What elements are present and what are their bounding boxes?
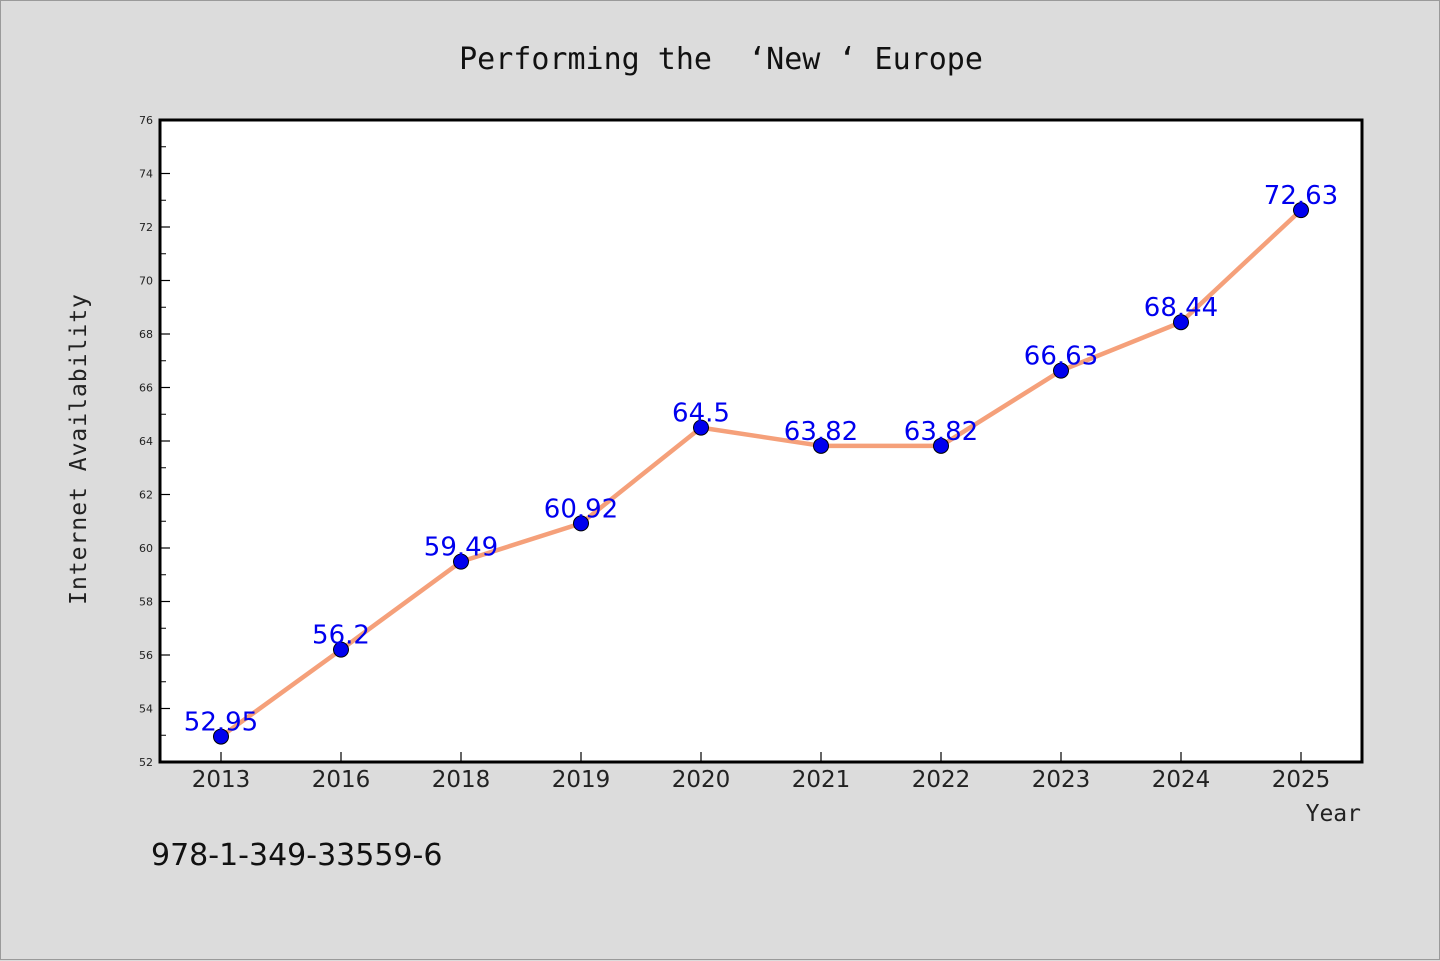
y-tick-label: 76: [139, 114, 153, 127]
y-tick-label: 74: [139, 168, 153, 181]
x-tick-label: 2019: [552, 767, 611, 793]
data-label: 63.82: [784, 417, 858, 447]
data-label: 60.92: [544, 494, 618, 524]
y-tick-label: 72: [139, 221, 153, 234]
y-tick-label: 70: [139, 275, 153, 288]
data-point: [1173, 314, 1189, 331]
x-axis: 2013 2016 2018 2019 2020 2021 2022 2023 2024 2025: [192, 752, 1331, 793]
data-label: 72.63: [1264, 181, 1338, 211]
y-tick-label: 64: [139, 435, 153, 448]
y-tick-label: 52: [139, 756, 153, 769]
series-line: [218, 207, 1304, 739]
series-line-group: 52.95 56.2 59.49 60.92 64.5 63.82 63.82 66.63 68…: [184, 181, 1338, 745]
x-tick-label: 2018: [432, 767, 491, 793]
y-axis: 52 54 56 58 60 62 64 66 68 70 72 74 76: [139, 114, 170, 769]
x-axis-label: Year: [1306, 801, 1361, 827]
y-tick-label: 68: [139, 328, 153, 341]
chart-title: Performing the ‘New ‘ Europe: [459, 42, 983, 77]
x-tick-label: 2020: [672, 767, 731, 793]
data-point: [333, 641, 349, 658]
data-label: 66.63: [1024, 342, 1098, 372]
y-tick-label: 54: [139, 703, 153, 716]
data-label: 64.5: [672, 399, 730, 429]
data-point: [1293, 202, 1309, 219]
y-tick-label: 58: [139, 596, 153, 609]
data-label: 59.49: [424, 533, 498, 563]
x-tick-label: 2022: [912, 767, 971, 793]
data-point: [933, 437, 949, 454]
x-tick-label: 2025: [1272, 767, 1331, 793]
y-tick-label: 66: [139, 382, 153, 395]
data-point: [213, 728, 229, 745]
y-axis-label: Internet Availability: [66, 293, 92, 605]
plot-area: [158, 118, 1364, 764]
data-label: 68.44: [1144, 293, 1218, 323]
y-tick-label: 56: [139, 649, 153, 662]
data-point: [813, 437, 829, 454]
data-label: 56.2: [312, 621, 370, 651]
y-tick-label: 60: [139, 542, 153, 555]
data-point: [693, 419, 709, 436]
data-label: 52.95: [184, 708, 258, 738]
x-tick-label: 2013: [192, 767, 251, 793]
x-tick-label: 2021: [792, 767, 851, 793]
data-point: [453, 553, 469, 570]
x-tick-label: 2024: [1152, 767, 1211, 793]
data-point: [1053, 362, 1069, 379]
data-label: 63.82: [904, 417, 978, 447]
x-tick-label: 2016: [312, 767, 371, 793]
x-tick-label: 2023: [1032, 767, 1091, 793]
y-tick-label: 62: [139, 489, 153, 502]
data-point: [573, 515, 589, 532]
isbn-footer: 978-1-349-33559-6: [151, 838, 442, 873]
